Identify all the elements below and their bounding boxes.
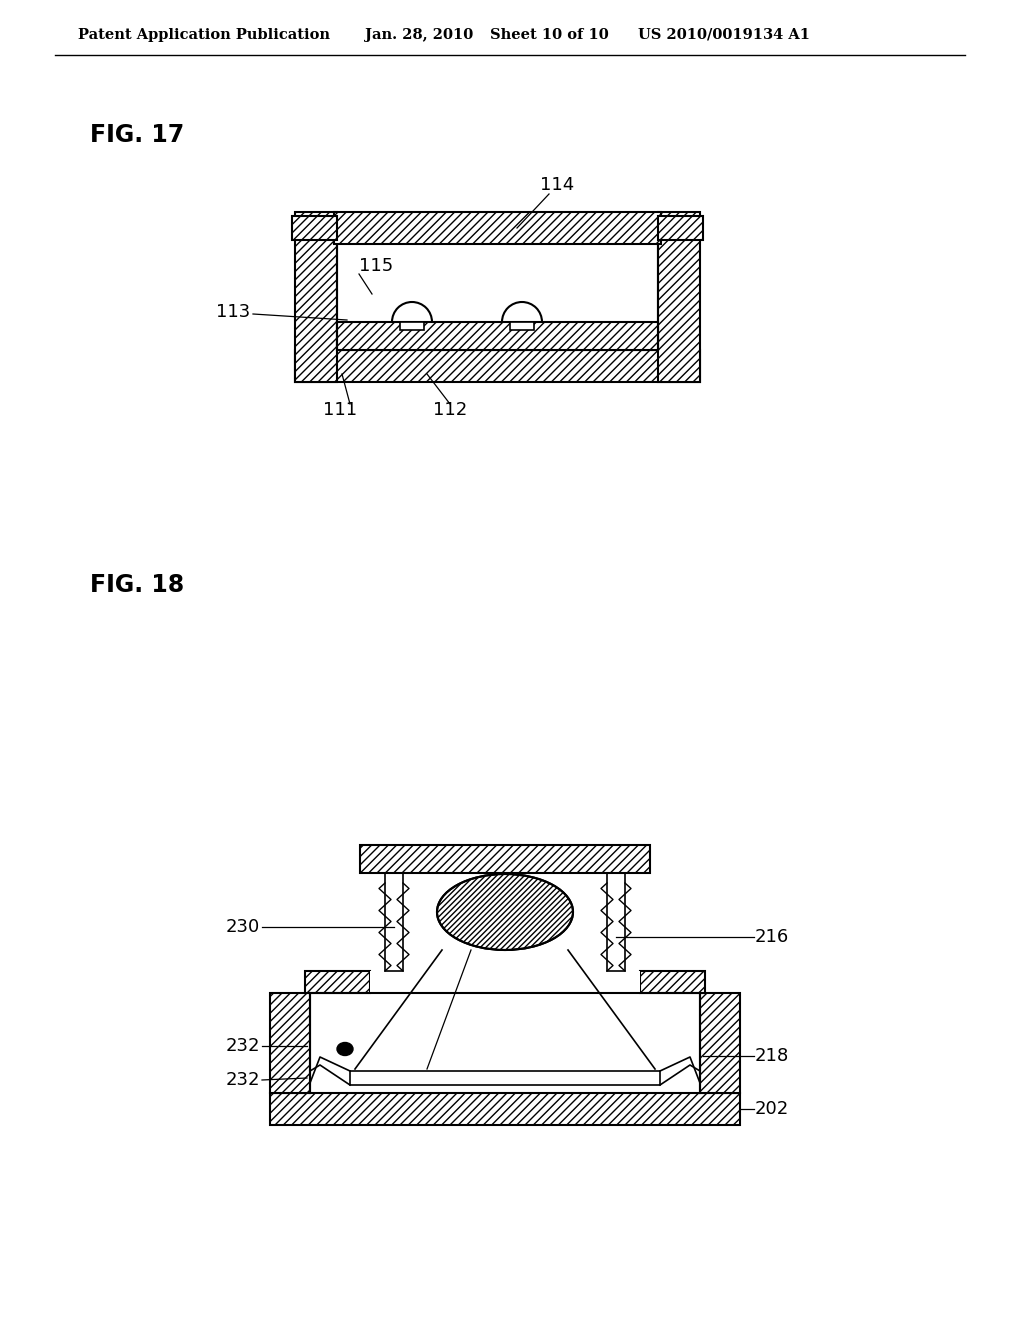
Bar [370, 972, 640, 993]
Text: 115: 115 [359, 257, 393, 275]
Bar [295, 213, 337, 381]
Text: 111: 111 [323, 401, 357, 418]
Text: US 2010/0019134 A1: US 2010/0019134 A1 [638, 28, 810, 42]
Text: 112: 112 [433, 401, 467, 418]
Bar [305, 972, 370, 993]
Text: 232: 232 [225, 1038, 260, 1055]
Bar [295, 350, 700, 381]
Text: Patent Application Publication: Patent Application Publication [78, 28, 330, 42]
Text: Jan. 28, 2010: Jan. 28, 2010 [365, 28, 473, 42]
Bar [350, 1071, 660, 1085]
Text: 216: 216 [755, 928, 790, 946]
Bar [360, 845, 650, 873]
Text: 218: 218 [755, 1047, 790, 1065]
Text: Sheet 10 of 10: Sheet 10 of 10 [490, 28, 608, 42]
Bar [400, 322, 424, 330]
Bar [337, 322, 658, 350]
Bar [270, 1093, 740, 1125]
Bar [607, 873, 625, 972]
Text: FIG. 18: FIG. 18 [90, 573, 184, 597]
Bar [640, 972, 705, 993]
Bar [700, 993, 740, 1093]
Bar [510, 322, 534, 330]
Bar [658, 213, 700, 381]
Text: 232: 232 [225, 1071, 260, 1089]
Ellipse shape [437, 874, 573, 950]
Bar [270, 993, 310, 1093]
Bar [310, 993, 700, 1093]
Bar [658, 216, 703, 240]
Bar [334, 213, 662, 244]
Text: 230: 230 [225, 917, 260, 936]
Ellipse shape [337, 1043, 353, 1056]
Text: 113: 113 [216, 304, 250, 321]
Text: FIG. 17: FIG. 17 [90, 123, 184, 147]
Bar [385, 873, 403, 972]
Bar [292, 216, 337, 240]
Bar [337, 244, 658, 350]
Text: 114: 114 [540, 176, 574, 194]
Text: 202: 202 [755, 1100, 790, 1118]
